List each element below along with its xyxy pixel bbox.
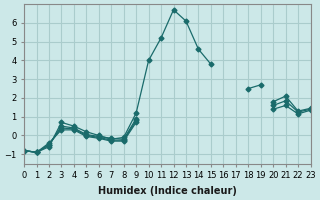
X-axis label: Humidex (Indice chaleur): Humidex (Indice chaleur): [98, 186, 237, 196]
